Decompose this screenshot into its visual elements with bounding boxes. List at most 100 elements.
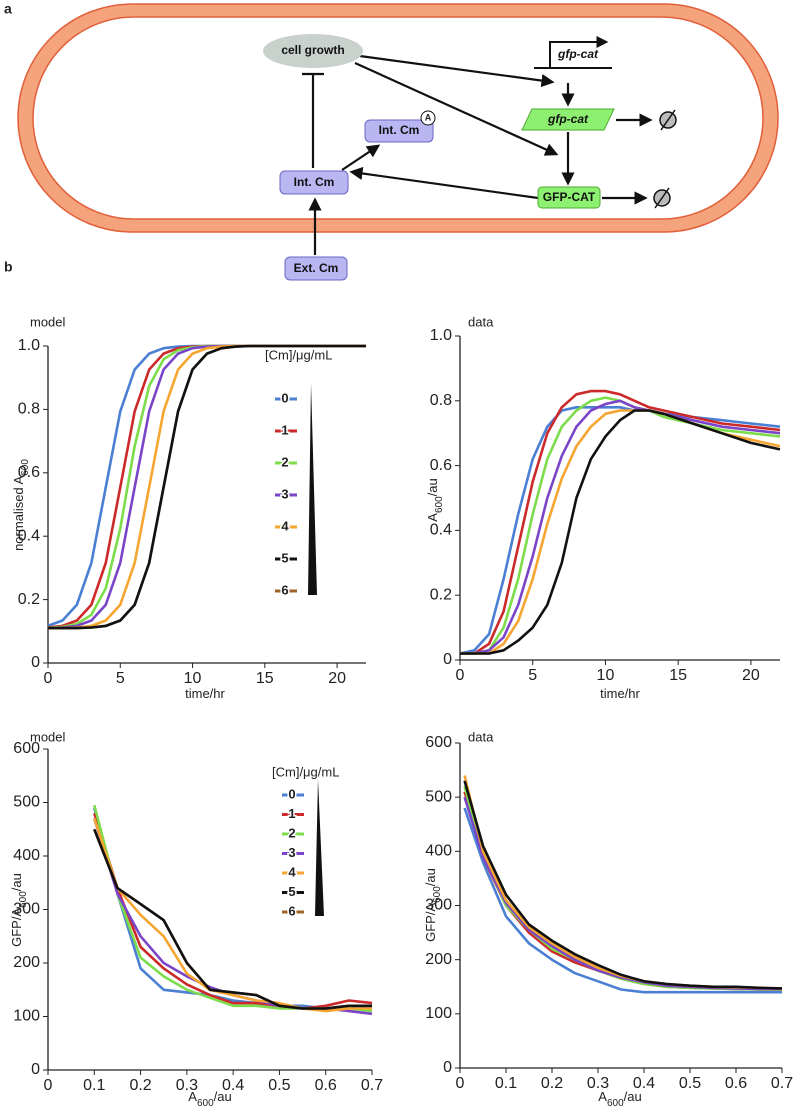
arrow — [349, 166, 539, 200]
legend-label: 6 — [281, 582, 288, 597]
y-tick-label: 0.4 — [18, 527, 40, 544]
x-tick-label: 0.7 — [361, 1077, 383, 1094]
y-tick-label: 600 — [13, 740, 40, 757]
y-axis-label-part: GFP/A — [423, 903, 438, 942]
legend-label: 0 — [281, 390, 288, 405]
x-axis-label-part: A — [188, 1089, 197, 1104]
series-line — [460, 409, 781, 655]
y-axis-label-part: A — [425, 513, 440, 522]
y-axis-label-part: 600 — [432, 886, 443, 903]
x-axis-label-part: /au — [624, 1089, 642, 1104]
series-line — [460, 399, 781, 655]
legend-label: 1 — [281, 422, 288, 437]
series-line — [48, 344, 366, 630]
x-axis-label: A600/au — [188, 1089, 231, 1109]
x-axis-label-part: time/hr — [185, 686, 225, 701]
legend-label: 2 — [288, 825, 295, 840]
y-tick-label: 0 — [443, 651, 452, 668]
y-tick-label: 0.6 — [18, 464, 40, 481]
legend-label: 5 — [281, 550, 288, 565]
x-tick-label: 0.1 — [83, 1077, 105, 1094]
chart-title: model — [30, 314, 66, 329]
x-tick-label: 5 — [528, 667, 537, 684]
node-label: Int. Cm — [294, 175, 335, 189]
series-line — [460, 389, 781, 655]
y-axis-label: GFP/A600/au — [423, 868, 443, 942]
legend-label: 3 — [281, 486, 288, 501]
series-line — [463, 780, 783, 990]
y-tick-label: 300 — [425, 897, 452, 914]
x-tick-label: 0.3 — [176, 1077, 198, 1094]
node-label: Ext. Cm — [294, 261, 339, 275]
x-axis-label: time/hr — [600, 686, 640, 701]
x-tick-label: 0.7 — [771, 1075, 793, 1092]
chart-title: data — [468, 729, 494, 744]
legend-label: 5 — [288, 884, 295, 899]
series-line — [93, 818, 372, 1013]
y-tick-label: 200 — [425, 951, 452, 968]
x-axis-label-part: time/hr — [600, 686, 640, 701]
y-tick-label: 0.2 — [430, 586, 452, 603]
x-tick-label: 0.6 — [315, 1077, 337, 1094]
y-tick-label: 400 — [13, 847, 40, 864]
y-tick-label: 0 — [31, 654, 40, 671]
x-tick-label: 0.2 — [541, 1075, 563, 1092]
x-axis-label: time/hr — [185, 686, 225, 701]
x-tick-label: 0.3 — [587, 1075, 609, 1092]
x-tick-label: 0 — [44, 670, 53, 687]
y-tick-label: 0.4 — [430, 522, 452, 539]
series-line — [48, 344, 366, 630]
series-line — [47, 344, 366, 630]
y-tick-label: 400 — [425, 843, 452, 860]
x-tick-label: 0 — [456, 1075, 465, 1092]
node-label: GFP-CAT — [543, 190, 596, 204]
series-line — [463, 775, 783, 990]
y-axis-label-part: 600 — [18, 891, 29, 908]
y-axis-label-part: 600 — [20, 459, 31, 476]
y-axis-label-part: /au — [423, 868, 438, 886]
y-tick-label: 200 — [13, 954, 40, 971]
x-tick-label: 20 — [328, 670, 346, 687]
y-tick-label: 100 — [13, 1008, 40, 1025]
legend-label: 1 — [288, 806, 295, 821]
degradation — [659, 109, 677, 131]
arrow — [341, 144, 381, 171]
x-tick-label: 0.4 — [222, 1077, 244, 1094]
gene-label: gfp-cat — [557, 47, 599, 61]
arrow — [354, 61, 559, 156]
legend-title: [Cm]/μg/mL — [265, 347, 332, 362]
x-axis-label-part: A — [598, 1089, 607, 1104]
legend-label: 3 — [288, 845, 295, 860]
legend-title: [Cm]/μg/mL — [272, 764, 339, 779]
series-line — [47, 344, 366, 628]
legend-wedge — [315, 779, 324, 916]
x-tick-label: 15 — [669, 667, 687, 684]
x-tick-label: 0 — [44, 1077, 53, 1094]
badge-label: A — [425, 112, 432, 122]
node-label: cell growth — [281, 43, 344, 57]
x-tick-label: 20 — [742, 667, 760, 684]
x-tick-label: 15 — [256, 670, 274, 687]
x-axis-label-part: 600 — [197, 1098, 214, 1109]
y-axis-label-part: GFP/A — [9, 908, 24, 947]
panel-label: a — [4, 1, 12, 17]
legend-label: 4 — [288, 864, 296, 879]
series-line — [463, 791, 782, 991]
y-axis-label-part: 600 — [434, 496, 445, 513]
y-tick-label: 500 — [425, 788, 452, 805]
mrna-node — [521, 108, 615, 131]
series-line — [47, 344, 366, 629]
x-tick-label: 0.5 — [268, 1077, 290, 1094]
x-tick-label: 0.1 — [495, 1075, 517, 1092]
y-tick-label: 1.0 — [430, 327, 452, 344]
x-axis-label-part: 600 — [607, 1098, 624, 1109]
node-label: Int. Cm — [379, 123, 420, 137]
degradation — [653, 187, 671, 209]
y-tick-label: 0.8 — [430, 392, 452, 409]
y-axis-label: GFP/A600/au — [9, 873, 29, 947]
y-tick-label: 0.8 — [18, 401, 40, 418]
x-axis-label: A600/au — [598, 1089, 641, 1109]
promoter — [549, 36, 609, 68]
badge — [420, 110, 436, 126]
